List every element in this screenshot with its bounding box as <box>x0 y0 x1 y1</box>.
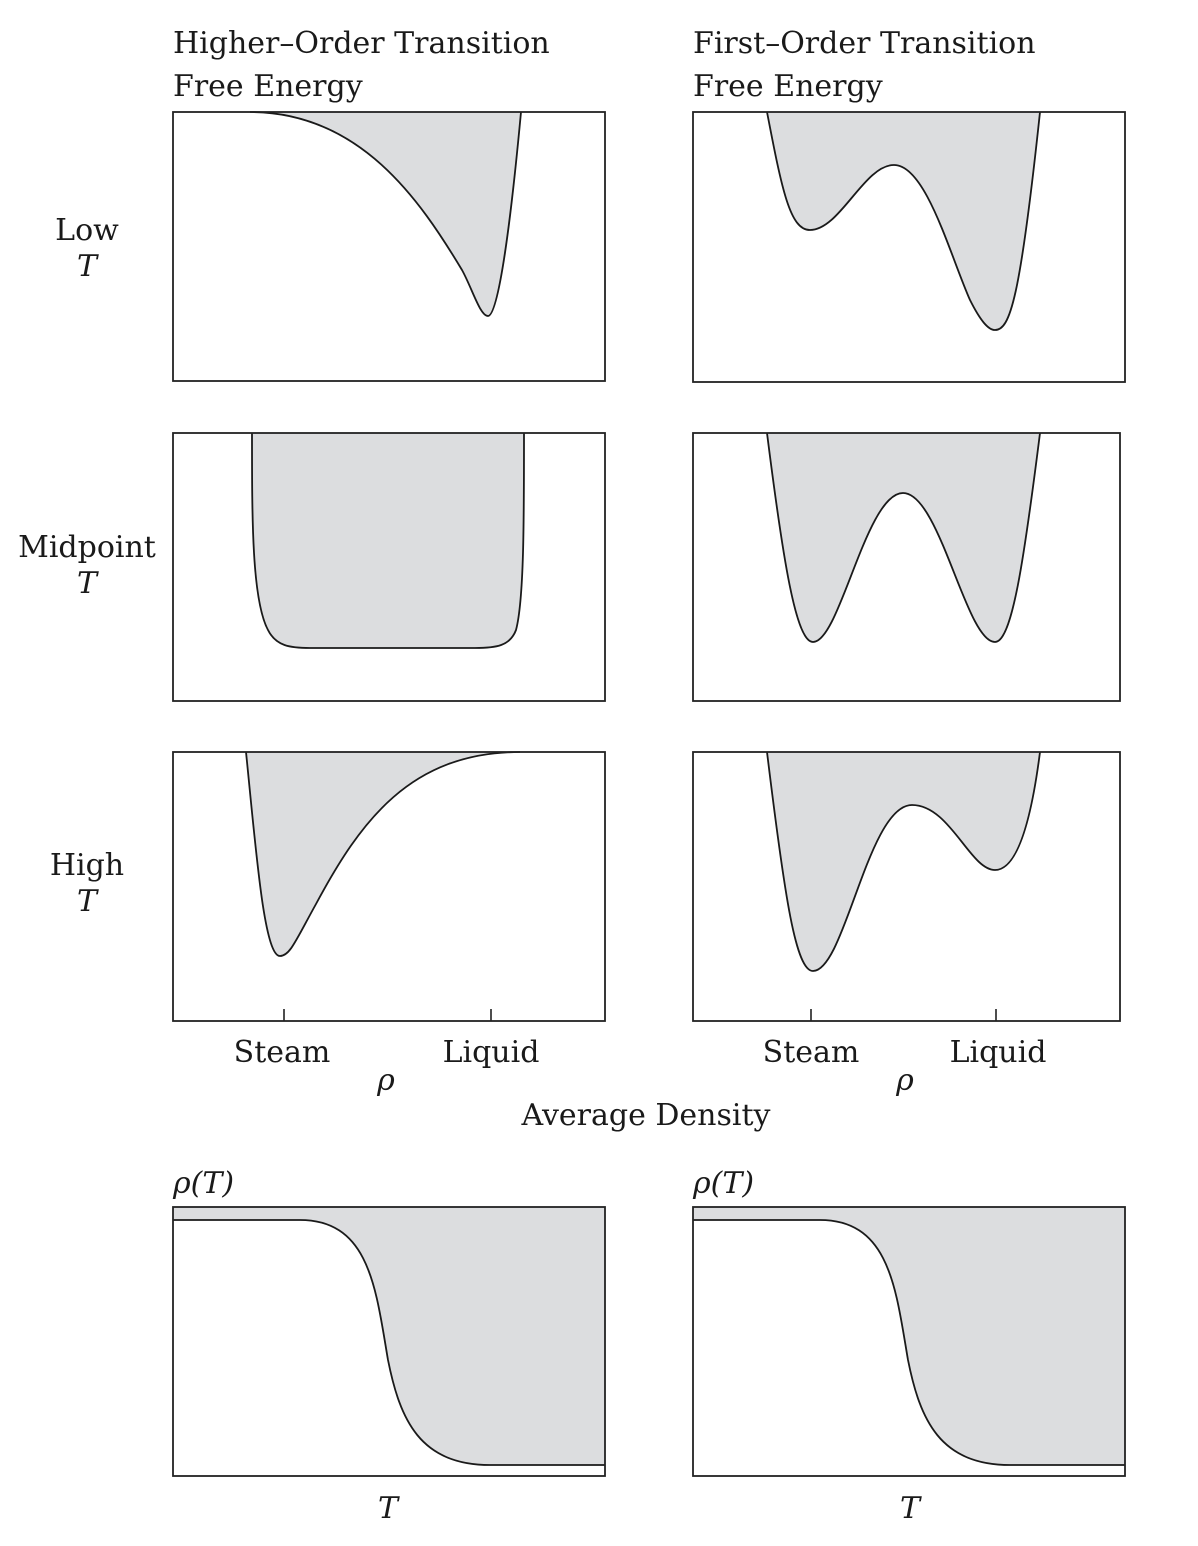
panel-higher-order-low-t <box>172 111 606 382</box>
panel-density-vs-t-higher-order <box>172 1206 606 1477</box>
left-rho-symbol: ρ <box>376 1063 395 1098</box>
row-mid-word: Midpoint <box>18 530 156 565</box>
left-tick-steam: Steam <box>234 1035 331 1070</box>
row-high-symbol: T <box>77 884 99 919</box>
panel-higher-order-midpoint-t <box>172 432 606 702</box>
col1-title-line2: Free Energy <box>173 69 363 104</box>
bottom-left-xlabel: T <box>378 1491 400 1526</box>
row-mid-symbol: T <box>77 566 99 601</box>
left-tick-liquid: Liquid <box>443 1035 540 1070</box>
col1-title-line1: Higher–Order Transition <box>173 26 550 61</box>
panel-first-order-high-t <box>692 751 1121 1022</box>
row-high-word: High <box>50 848 124 883</box>
row-low-symbol: T <box>77 249 99 284</box>
row-low-word: Low <box>55 213 119 248</box>
bottom-right-xlabel: T <box>900 1491 922 1526</box>
right-tick-steam: Steam <box>763 1035 860 1070</box>
average-density-caption: Average Density <box>521 1098 771 1133</box>
bottom-right-ylabel: ρ(T) <box>692 1166 754 1201</box>
panel-first-order-low-t <box>692 111 1126 383</box>
col2-title-line2: Free Energy <box>693 69 883 104</box>
bottom-left-ylabel: ρ(T) <box>172 1166 234 1201</box>
panel-first-order-midpoint-t <box>692 432 1121 702</box>
panel-higher-order-high-t <box>172 751 606 1022</box>
panel-density-vs-t-first-order <box>692 1206 1126 1477</box>
col2-title-line1: First–Order Transition <box>693 26 1036 61</box>
right-rho-symbol: ρ <box>895 1063 914 1098</box>
right-tick-liquid: Liquid <box>950 1035 1047 1070</box>
